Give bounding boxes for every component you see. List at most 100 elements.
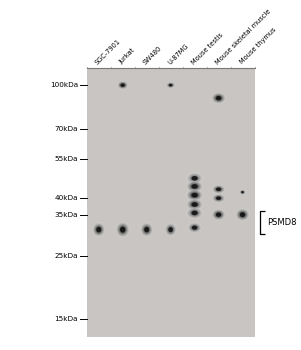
Ellipse shape [191,193,198,197]
Ellipse shape [213,185,225,193]
Ellipse shape [189,209,200,217]
Ellipse shape [117,81,128,89]
Ellipse shape [191,176,198,181]
Ellipse shape [169,84,172,86]
Ellipse shape [185,206,204,219]
Ellipse shape [241,191,244,194]
Ellipse shape [216,187,222,191]
Ellipse shape [191,184,198,189]
Text: Mouse testis: Mouse testis [190,32,224,65]
Ellipse shape [185,172,204,185]
Ellipse shape [242,192,243,193]
Ellipse shape [187,208,202,218]
Ellipse shape [241,191,244,193]
Ellipse shape [98,229,99,230]
Ellipse shape [216,188,221,191]
Ellipse shape [96,227,101,232]
Ellipse shape [118,81,128,89]
Ellipse shape [120,227,125,232]
Ellipse shape [96,226,102,233]
Ellipse shape [239,212,246,218]
Ellipse shape [164,223,177,237]
Ellipse shape [212,194,225,203]
Ellipse shape [216,196,222,200]
Text: 40kDa: 40kDa [54,195,78,201]
Ellipse shape [169,84,173,87]
Ellipse shape [97,228,101,232]
Ellipse shape [192,177,197,180]
Ellipse shape [188,182,201,191]
Ellipse shape [194,195,195,196]
Ellipse shape [218,214,219,215]
Ellipse shape [189,191,200,199]
Ellipse shape [117,223,129,236]
Ellipse shape [119,226,126,233]
Text: Mouse thymus: Mouse thymus [238,27,277,65]
Ellipse shape [240,190,245,194]
Text: PSMD8: PSMD8 [267,218,297,227]
Ellipse shape [193,227,196,229]
Ellipse shape [92,223,105,237]
Ellipse shape [211,184,226,194]
Ellipse shape [170,229,171,230]
Ellipse shape [140,222,154,238]
Ellipse shape [191,176,198,181]
Ellipse shape [194,212,195,214]
Ellipse shape [239,211,247,218]
Ellipse shape [217,97,221,100]
Ellipse shape [192,193,198,197]
Ellipse shape [187,181,202,192]
Ellipse shape [214,186,223,193]
Text: Mouse skeletal muscle: Mouse skeletal muscle [214,8,272,65]
Ellipse shape [240,190,245,194]
Ellipse shape [188,223,201,232]
Ellipse shape [215,196,222,201]
Ellipse shape [188,182,201,191]
Ellipse shape [185,198,204,211]
Ellipse shape [98,228,100,231]
Ellipse shape [217,213,220,216]
Ellipse shape [95,226,102,233]
Ellipse shape [189,174,200,182]
Ellipse shape [144,227,149,232]
Ellipse shape [191,184,198,189]
Ellipse shape [237,210,248,220]
Ellipse shape [119,83,126,88]
Ellipse shape [240,213,244,216]
Ellipse shape [218,98,219,99]
Ellipse shape [189,183,200,190]
Ellipse shape [192,202,198,207]
Ellipse shape [235,208,250,221]
Ellipse shape [194,204,195,205]
Ellipse shape [193,226,197,229]
Ellipse shape [143,225,151,234]
Ellipse shape [212,93,225,103]
Ellipse shape [194,227,195,228]
Ellipse shape [192,211,198,215]
Ellipse shape [211,193,226,203]
Text: 100kDa: 100kDa [50,82,78,88]
Ellipse shape [146,229,147,230]
Ellipse shape [94,224,104,235]
Ellipse shape [236,209,249,220]
Text: SGC-7901: SGC-7901 [95,38,122,65]
Ellipse shape [237,210,248,219]
Ellipse shape [192,211,197,215]
Ellipse shape [169,84,172,86]
Ellipse shape [240,190,245,195]
Ellipse shape [187,222,202,233]
Ellipse shape [165,223,177,236]
Ellipse shape [216,96,221,100]
Ellipse shape [193,186,196,188]
Ellipse shape [217,97,220,99]
Ellipse shape [194,178,195,179]
Ellipse shape [190,183,199,190]
Ellipse shape [242,214,243,215]
Ellipse shape [214,94,223,102]
Text: Jurkat: Jurkat [119,47,136,65]
Ellipse shape [187,199,202,210]
Ellipse shape [239,189,247,195]
Ellipse shape [168,227,173,233]
Ellipse shape [240,212,245,217]
Ellipse shape [189,201,200,208]
